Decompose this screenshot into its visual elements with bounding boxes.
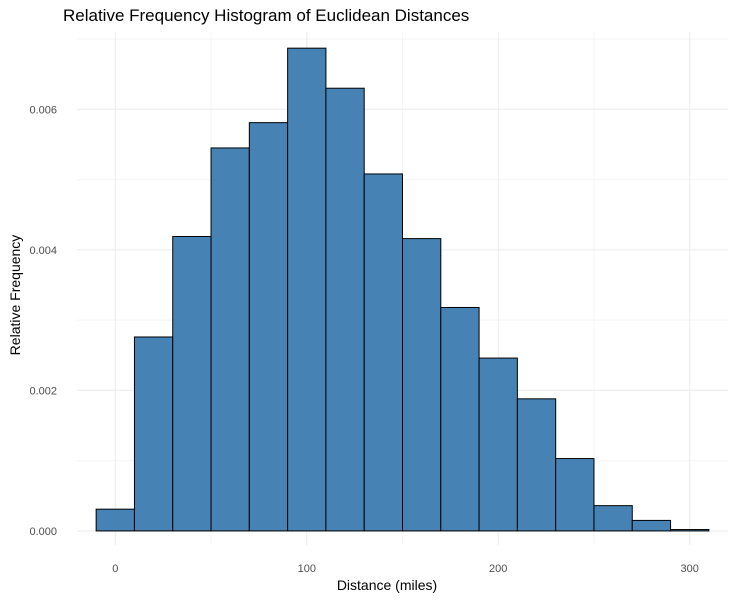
histogram-bar xyxy=(248,122,289,532)
histogram-bar xyxy=(133,336,174,532)
x-tick-label: 300 xyxy=(681,563,699,575)
histogram-bar xyxy=(631,519,672,532)
histogram-bar xyxy=(287,47,327,532)
x-tick-label: 200 xyxy=(489,563,507,575)
histogram-bar xyxy=(670,529,710,532)
histogram-bar xyxy=(363,173,403,532)
y-tick-label: 0.006 xyxy=(29,104,57,116)
y-tick-label: 0.000 xyxy=(29,526,57,538)
histogram-bar xyxy=(172,235,212,532)
x-axis-ticks: 0 100 200 300 xyxy=(112,563,699,575)
x-tick-label: 0 xyxy=(112,563,118,575)
chart-title: Relative Frequency Histogram of Euclidea… xyxy=(63,6,470,25)
histogram-bar xyxy=(555,458,595,532)
x-tick-label: 100 xyxy=(298,563,316,575)
y-axis-ticks: 0.000 0.002 0.004 0.006 xyxy=(29,104,57,538)
histogram-bar xyxy=(593,505,633,532)
histogram-bars xyxy=(95,47,710,532)
histogram-bar xyxy=(516,398,557,532)
y-tick-label: 0.002 xyxy=(29,385,57,397)
histogram-bar xyxy=(325,87,365,532)
histogram-bar xyxy=(478,357,518,532)
x-axis-title: Distance (miles) xyxy=(337,577,437,593)
histogram-bar xyxy=(402,238,442,532)
histogram-bar xyxy=(440,306,480,532)
y-axis-title: Relative Frequency xyxy=(7,235,23,356)
histogram-bar xyxy=(95,508,135,532)
y-tick-label: 0.004 xyxy=(29,245,57,257)
histogram-bar xyxy=(210,147,250,532)
